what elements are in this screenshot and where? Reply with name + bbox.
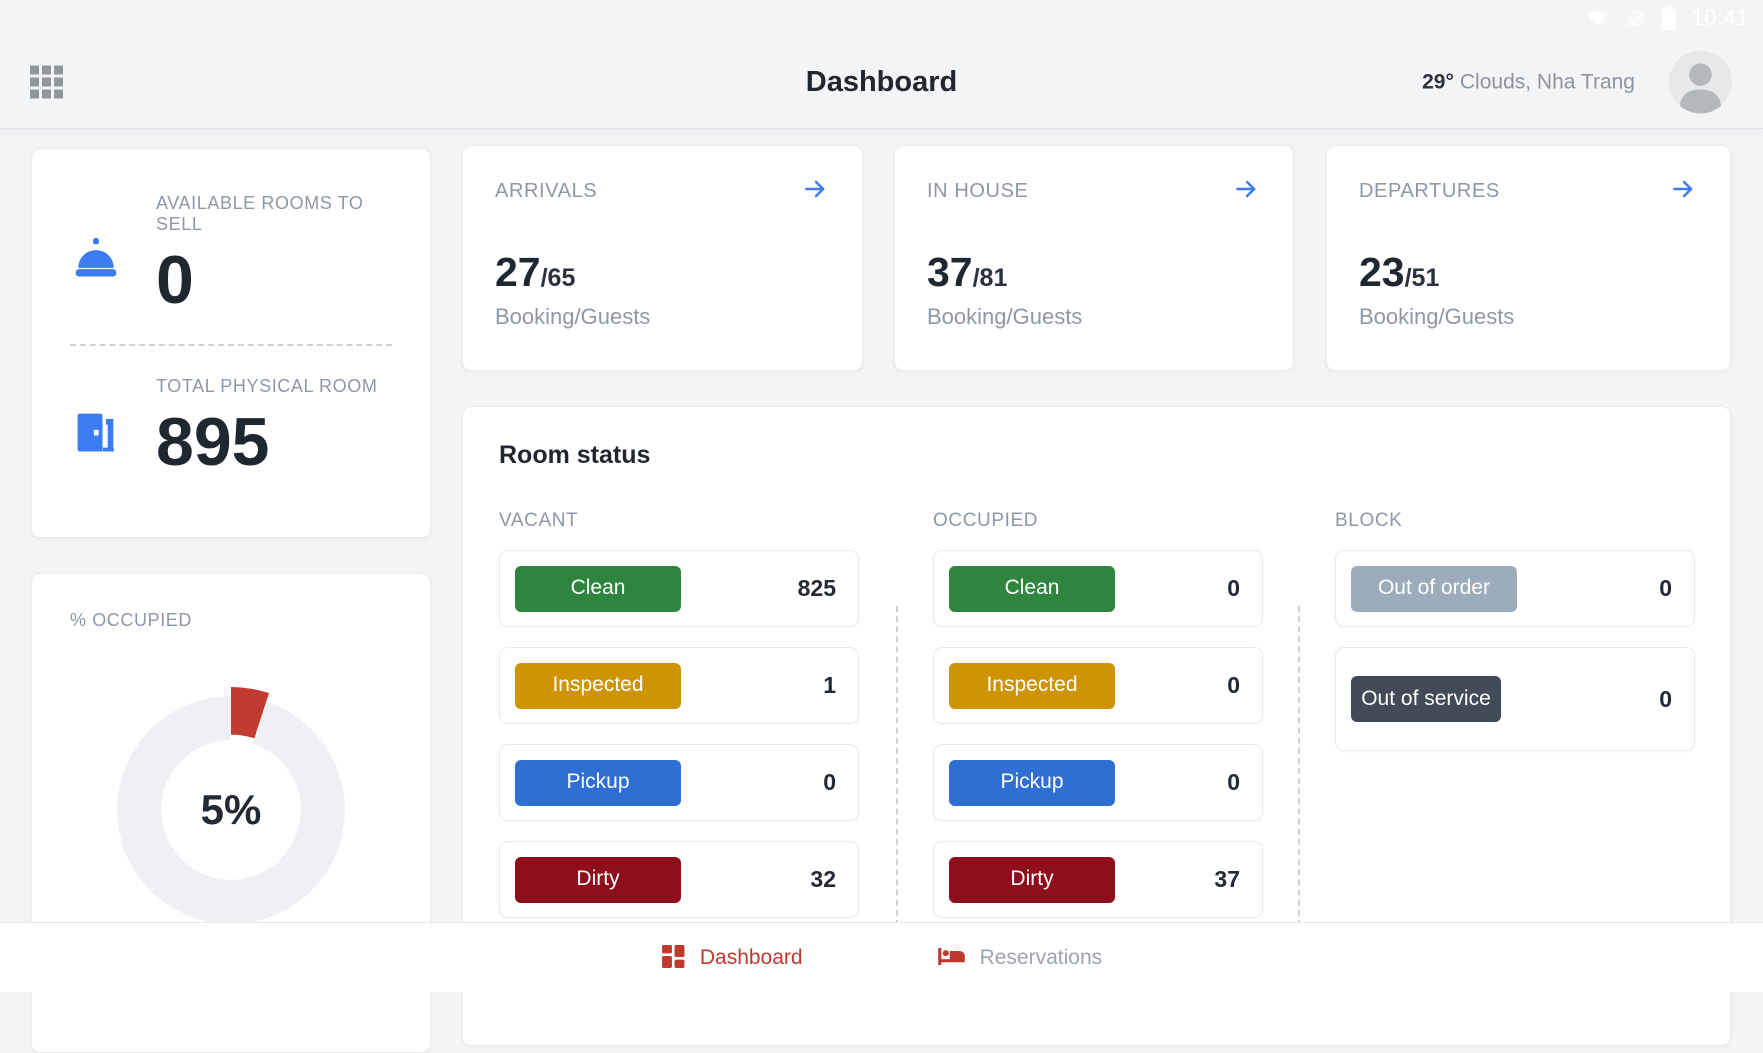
grid-menu-icon[interactable] <box>30 65 63 99</box>
status-badge: Inspected <box>515 662 681 709</box>
room-status-title: Room status <box>499 441 651 469</box>
occupied-label: OCCUPIED <box>933 510 1039 531</box>
arrow-right-icon[interactable] <box>1668 176 1698 207</box>
status-badge: Clean <box>949 565 1115 612</box>
arrow-right-icon[interactable] <box>1231 176 1261 207</box>
column-divider <box>1298 606 1300 936</box>
departures-value: 23 <box>1359 249 1405 295</box>
door-icon <box>70 376 122 463</box>
in-house-caption: Booking/Guests <box>927 304 1083 329</box>
status-count: 0 <box>823 769 836 795</box>
block-out-of-service-row[interactable]: Out of service 0 <box>1335 647 1695 751</box>
status-badge: Pickup <box>515 759 681 806</box>
service-bell-icon <box>70 193 122 288</box>
vacant-dirty-row[interactable]: Dirty 32 <box>499 841 859 918</box>
status-count: 0 <box>1227 672 1240 698</box>
no-signal-icon <box>1624 7 1647 30</box>
arrivals-card[interactable]: ARRIVALS 27/65 Booking/Guests <box>462 145 863 371</box>
arrivals-total: /65 <box>540 264 576 292</box>
departures-label: DEPARTURES <box>1359 180 1500 202</box>
status-count: 37 <box>1214 866 1240 892</box>
status-badge: Out of order <box>1351 565 1517 612</box>
vacant-inspected-row[interactable]: Inspected 1 <box>499 647 859 724</box>
battery-icon <box>1661 5 1677 31</box>
status-badge: Pickup <box>949 759 1115 806</box>
weather-desc: Clouds, Nha Trang <box>1459 70 1635 93</box>
weather-temp: 29° <box>1422 70 1454 93</box>
dashboard-icon <box>661 944 686 972</box>
occupied-clean-row[interactable]: Clean 0 <box>933 550 1263 627</box>
occupied-inspected-row[interactable]: Inspected 0 <box>933 647 1263 724</box>
in-house-value: 37 <box>927 249 973 295</box>
occupancy-donut-chart: 5% <box>108 687 354 933</box>
donut-track-ring <box>117 696 345 924</box>
rooms-summary-card: AVAILABLE ROOMS TO SELL 0 TOTAL PHYSICAL… <box>31 148 431 538</box>
available-rooms-value: 0 <box>156 242 194 318</box>
vacant-label: VACANT <box>499 510 579 531</box>
status-badge: Clean <box>515 565 681 612</box>
block-column: BLOCK Out of order 0 Out of service 0 <box>1335 510 1695 751</box>
status-count: 0 <box>1659 575 1672 601</box>
nav-label: Reservations <box>979 945 1103 969</box>
in-house-label: IN HOUSE <box>927 180 1029 202</box>
arrivals-value: 27 <box>495 249 541 295</box>
status-count: 32 <box>810 866 836 892</box>
arrow-right-icon[interactable] <box>800 176 830 207</box>
status-count: 1 <box>823 672 836 698</box>
status-badge: Dirty <box>949 856 1115 903</box>
vacant-column: VACANT Clean 825 Inspected 1 Pickup 0 Di… <box>499 510 859 918</box>
vacant-pickup-row[interactable]: Pickup 0 <box>499 744 859 821</box>
avatar[interactable] <box>1669 50 1732 114</box>
dashed-divider <box>70 344 392 347</box>
total-rooms-label: TOTAL PHYSICAL ROOM <box>156 376 378 397</box>
app-header: Dashboard 29° Clouds, Nha Trang <box>0 36 1763 128</box>
occupied-pickup-row[interactable]: Pickup 0 <box>933 744 1263 821</box>
departures-card[interactable]: DEPARTURES 23/51 Booking/Guests <box>1326 145 1731 371</box>
occupied-column: OCCUPIED Clean 0 Inspected 0 Pickup 0 Di… <box>933 510 1263 918</box>
block-out-of-order-row[interactable]: Out of order 0 <box>1335 550 1695 627</box>
in-house-total: /81 <box>972 264 1008 292</box>
status-badge: Dirty <box>515 856 681 903</box>
arrivals-caption: Booking/Guests <box>495 304 651 329</box>
nav-item-dashboard[interactable]: Dashboard <box>661 944 803 972</box>
bottom-nav: Dashboard Reservations <box>0 922 1763 992</box>
departures-caption: Booking/Guests <box>1359 304 1515 329</box>
weather-widget: 29° Clouds, Nha Trang <box>1422 70 1635 94</box>
total-rooms-value: 895 <box>156 404 270 481</box>
status-bar: 10:41 <box>0 0 1763 36</box>
status-time: 10:41 <box>1691 5 1749 30</box>
column-divider <box>896 606 898 936</box>
available-rooms-label: AVAILABLE ROOMS TO SELL <box>156 193 364 234</box>
block-label: BLOCK <box>1335 510 1403 531</box>
status-count: 825 <box>797 575 836 601</box>
occupied-dirty-row[interactable]: Dirty 37 <box>933 841 1263 918</box>
vacant-clean-row[interactable]: Clean 825 <box>499 550 859 627</box>
status-count: 0 <box>1227 769 1240 795</box>
wifi-icon <box>1585 7 1610 29</box>
occupied-label: % OCCUPIED <box>70 610 193 630</box>
status-badge: Out of service <box>1351 676 1501 722</box>
page-title: Dashboard <box>805 65 958 98</box>
arrivals-label: ARRIVALS <box>495 180 598 202</box>
occupancy-percent: 5% <box>200 786 262 833</box>
status-count: 0 <box>1659 685 1672 712</box>
departures-total: /51 <box>1404 264 1440 292</box>
in-house-card[interactable]: IN HOUSE 37/81 Booking/Guests <box>894 145 1294 371</box>
nav-item-reservations[interactable]: Reservations <box>937 944 1103 972</box>
nav-label: Dashboard <box>699 945 803 969</box>
bed-icon <box>937 944 966 972</box>
status-badge: Inspected <box>949 662 1115 709</box>
status-count: 0 <box>1227 575 1240 601</box>
